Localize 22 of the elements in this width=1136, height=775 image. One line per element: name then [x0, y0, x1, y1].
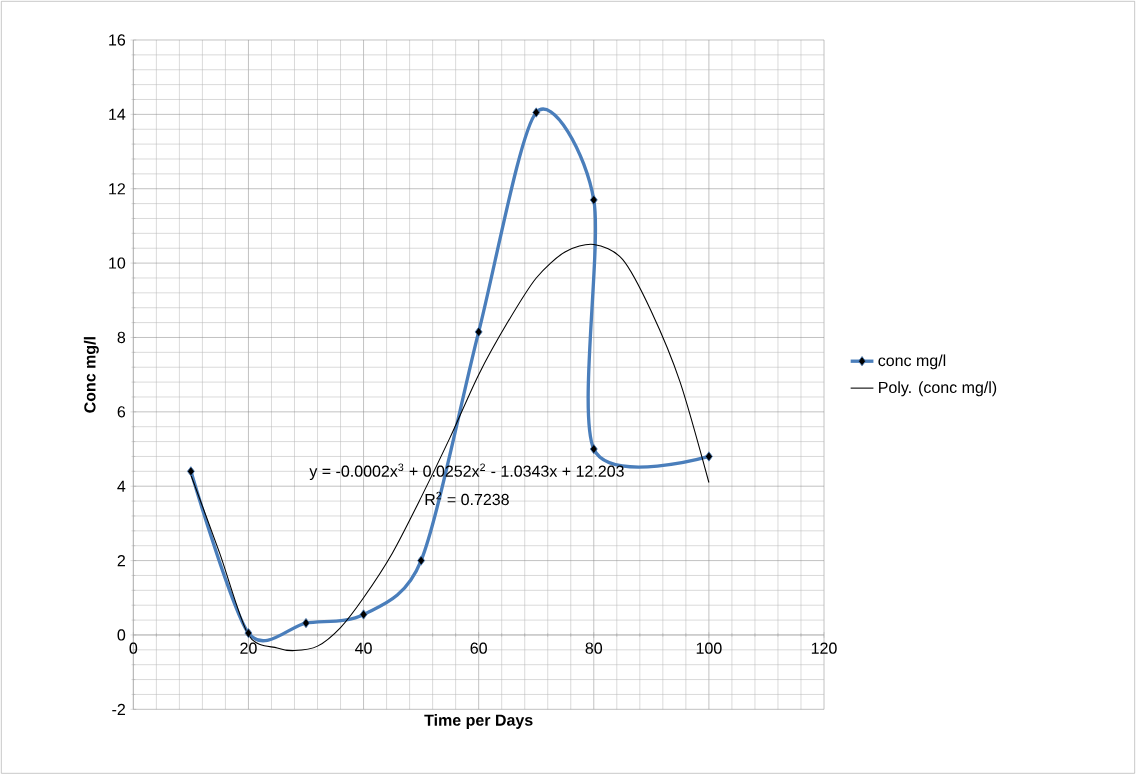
y-tick-label: 12	[109, 183, 125, 195]
y-axis-title: Conc mg/l	[83, 337, 99, 413]
legend-label: Poly. (conc mg/l)	[879, 381, 997, 397]
x-tick-label: 120	[811, 642, 837, 654]
y-tick-label: 0	[117, 629, 126, 641]
y-tick-label: 2	[117, 555, 125, 567]
y-tick-label: -2	[112, 703, 125, 716]
x-tick-label: 20	[240, 642, 257, 654]
x-axis-title: Time per Days	[424, 714, 533, 730]
legend-label: conc mg/l	[878, 354, 946, 370]
y-tick-label: 16	[109, 34, 126, 46]
y-tick-label: 10	[109, 257, 126, 269]
x-tick-label: 0	[129, 642, 138, 654]
y-tick-label: 4	[117, 480, 126, 492]
x-tick-label: 40	[355, 642, 372, 654]
y-tick-label: 14	[109, 109, 126, 121]
y-tick-label: 6	[117, 406, 126, 418]
x-tick-label: 60	[470, 642, 487, 654]
annotation: R$^{2}$ = 0.7238	[425, 491, 509, 506]
x-tick-label: 80	[585, 642, 603, 654]
x-tick-label: 100	[696, 642, 722, 654]
y-tick-label: 8	[117, 331, 126, 344]
